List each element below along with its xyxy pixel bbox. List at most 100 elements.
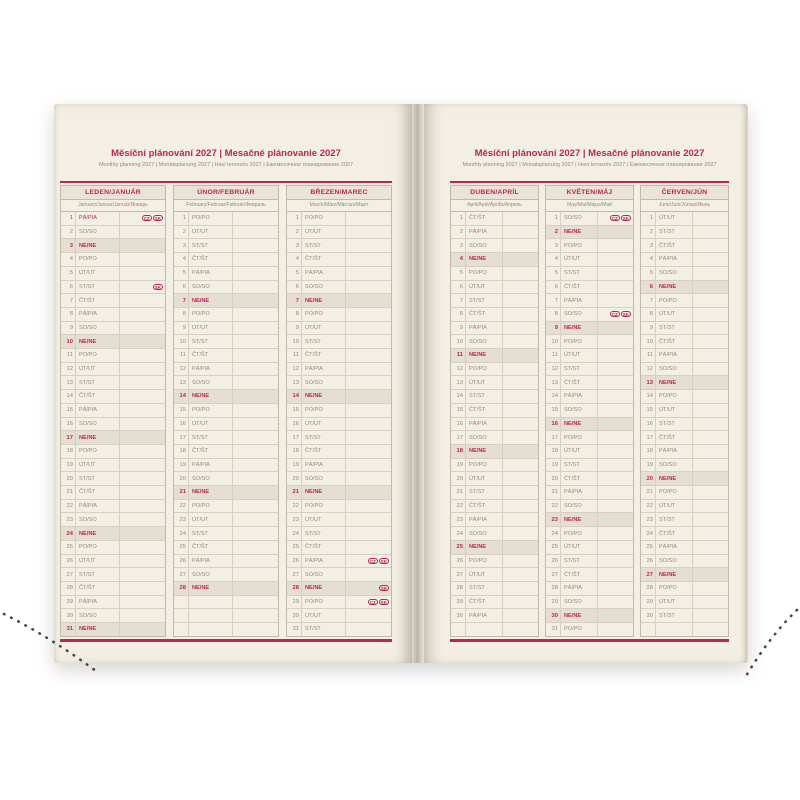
day-row: 8 PÁ/PIA — [61, 307, 165, 322]
day-number: 21 — [641, 486, 656, 499]
day-notes — [346, 500, 391, 513]
day-name: PO/PO — [466, 362, 503, 376]
day-name: PO/PO — [466, 266, 503, 280]
day-notes — [693, 541, 728, 554]
day-notes: CZ SK — [346, 596, 391, 609]
day-row: 1 ČT/ŠT — [451, 212, 538, 226]
holiday-badge-cz: CZ — [367, 599, 378, 606]
day-row: 8 PO/PO — [174, 307, 278, 322]
day-name: PO/PO — [76, 444, 120, 458]
day-number: 21 — [287, 486, 302, 499]
day-name: ÚT/UT — [302, 513, 346, 527]
day-number: 7 — [451, 294, 466, 307]
day-notes — [120, 363, 165, 376]
day-row: 12 PO/PO — [451, 362, 538, 377]
day-notes — [120, 568, 165, 581]
day-number: 4 — [546, 253, 561, 266]
day-row: 3 PO/PO — [546, 239, 633, 254]
day-name: SO/SO — [189, 568, 233, 581]
day-notes — [598, 623, 633, 636]
day-name: PÁ/PIA — [561, 486, 598, 499]
day-number: 27 — [641, 568, 656, 581]
day-number: 17 — [546, 431, 561, 444]
day-number: 18 — [546, 444, 561, 458]
day-number: 4 — [174, 253, 189, 266]
day-number: 13 — [174, 376, 189, 390]
day-name: SO/SO — [466, 431, 503, 444]
day-name: NE/NE — [466, 444, 503, 458]
day-name: ČT/ŠT — [466, 595, 503, 609]
day-notes — [693, 445, 728, 458]
day-name: ÚT/UT — [466, 280, 503, 294]
month-header: KVĚTEN/MÁJ — [545, 185, 634, 200]
day-notes — [120, 541, 165, 554]
day-number: 3 — [174, 239, 189, 253]
day-name: ČT/ŠT — [302, 540, 346, 554]
day-row: 8 SO/SO CZ SK — [546, 307, 633, 322]
day-number: 21 — [61, 486, 76, 499]
day-row: 28 NE/NE SK — [287, 581, 391, 596]
day-notes — [233, 459, 278, 472]
day-number: 22 — [641, 499, 656, 513]
day-notes — [346, 418, 391, 431]
day-notes — [233, 226, 278, 239]
day-notes — [693, 431, 728, 444]
day-row: 16 ÚT/UT — [174, 417, 278, 432]
day-notes — [693, 308, 728, 321]
day-notes — [346, 431, 391, 444]
day-name: SO/SO — [76, 417, 120, 431]
day-name: SO/SO — [302, 280, 346, 294]
day-row: 7 NE/NE — [174, 294, 278, 308]
day-notes — [503, 212, 538, 225]
holiday-badge-sk: SK — [152, 215, 163, 222]
day-row: 15 SO/SO — [546, 403, 633, 418]
day-name: ČT/ŠT — [466, 403, 503, 417]
day-row: 13 ÚT/UT — [451, 376, 538, 391]
day-row — [641, 623, 728, 636]
day-name: ÚT/UT — [561, 540, 598, 554]
day-name — [466, 623, 503, 636]
day-name: NE/NE — [561, 417, 598, 431]
day-notes — [120, 431, 165, 444]
day-notes — [120, 623, 165, 636]
day-name: SO/SO — [76, 321, 120, 335]
day-number: 9 — [451, 321, 466, 335]
day-name: ST/ST — [656, 321, 693, 335]
day-row: 17 NE/NE — [61, 431, 165, 445]
day-notes — [346, 294, 391, 307]
day-name: PÁ/PIA — [189, 266, 233, 280]
day-notes — [233, 239, 278, 252]
day-notes — [503, 472, 538, 485]
day-number: 7 — [61, 294, 76, 307]
day-notes — [503, 335, 538, 348]
day-row: 23 PÁ/PIA — [451, 513, 538, 528]
day-row: 11 ČT/ŠT — [287, 349, 391, 363]
day-notes — [233, 376, 278, 389]
day-number: 7 — [641, 294, 656, 307]
day-notes — [346, 568, 391, 581]
holiday-badge-sk: SK — [378, 557, 389, 564]
day-notes — [693, 609, 728, 622]
day-row: 21 NE/NE — [174, 486, 278, 500]
day-number: 12 — [287, 362, 302, 376]
day-notes: SK — [120, 281, 165, 294]
day-number: 12 — [174, 362, 189, 376]
day-name: PÁ/PIA — [189, 362, 233, 376]
day-number: 4 — [641, 253, 656, 266]
day-row: 30 ÚT/UT — [287, 609, 391, 624]
day-notes — [346, 281, 391, 294]
day-row: 28 ST/ST — [451, 581, 538, 596]
day-name: PO/PO — [189, 403, 233, 417]
month-subheader: April/April/Április/Апрель — [450, 200, 539, 212]
day-notes — [598, 445, 633, 458]
day-notes — [120, 500, 165, 513]
day-row: 20 ST/ST — [61, 472, 165, 487]
day-name: ÚT/UT — [656, 307, 693, 321]
day-notes — [346, 212, 391, 225]
day-notes — [693, 349, 728, 362]
day-row: 25 ÚT/UT — [546, 540, 633, 555]
day-row: 19 PÁ/PIA — [287, 458, 391, 473]
day-notes — [503, 445, 538, 458]
day-notes — [503, 404, 538, 417]
day-number: 10 — [451, 335, 466, 349]
